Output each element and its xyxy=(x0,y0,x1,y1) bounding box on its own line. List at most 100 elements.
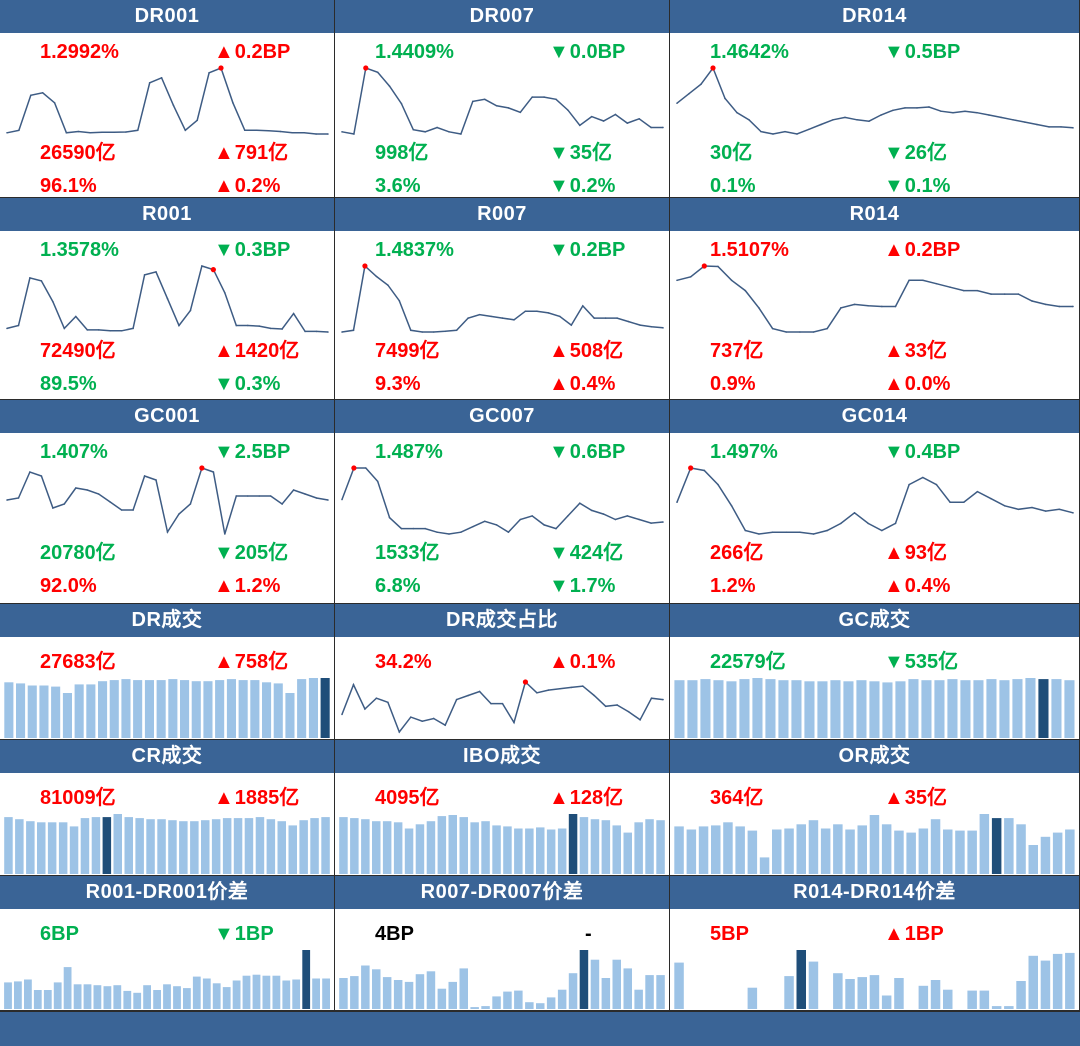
data-point xyxy=(935,282,938,285)
bar xyxy=(687,680,698,738)
data-point xyxy=(626,122,629,124)
panel-title: R014 xyxy=(670,198,1079,231)
panel-title: GC007 xyxy=(335,400,669,433)
bar xyxy=(979,814,990,874)
bar xyxy=(713,680,724,738)
data-point xyxy=(581,305,584,307)
data-point xyxy=(507,531,510,533)
change-value: ▲0.1% xyxy=(549,650,615,674)
bar xyxy=(784,976,794,1009)
bar xyxy=(481,1006,490,1009)
change-label: 424亿 xyxy=(569,542,624,564)
bar xyxy=(973,680,984,738)
data-point xyxy=(40,280,43,282)
data-point xyxy=(730,504,733,507)
data-point xyxy=(1017,293,1020,295)
panel-title: R001-DR001价差 xyxy=(0,876,334,909)
bar xyxy=(62,693,72,738)
arrow-up-icon: ▲ xyxy=(214,651,234,673)
arrow-up-icon: ▲ xyxy=(214,787,234,809)
bar xyxy=(845,979,855,1009)
change-value: - xyxy=(585,922,592,946)
data-point xyxy=(650,522,652,524)
data-point xyxy=(409,329,412,332)
data-point xyxy=(614,518,617,521)
data-point xyxy=(460,133,462,135)
panel-gc: GC成交 22579亿 ▼535亿 xyxy=(670,604,1080,740)
bar xyxy=(69,826,79,874)
change-value: ▲0.4% xyxy=(884,574,950,598)
data-point xyxy=(627,320,630,323)
data-point xyxy=(77,130,80,133)
arrow-down-icon: ▼ xyxy=(549,441,569,463)
bar-highlight xyxy=(568,814,578,874)
bar xyxy=(299,820,308,874)
series-line xyxy=(341,264,664,333)
bar xyxy=(4,982,12,1009)
panel-dr001: DR001 1.2992% ▲0.2BP 26590亿 ▲791亿 96.1% ▲0.2% xyxy=(0,0,335,198)
data-point xyxy=(639,719,641,721)
bar xyxy=(1051,679,1062,738)
data-point xyxy=(590,509,593,512)
highlight-point xyxy=(363,65,369,71)
data-point xyxy=(412,527,415,530)
value-label: 27683亿 xyxy=(40,651,116,673)
data-point xyxy=(448,533,450,535)
change-label: 0.4BP xyxy=(904,441,961,463)
data-point xyxy=(1031,300,1033,302)
bar xyxy=(634,989,643,1009)
change-value: ▲93亿 xyxy=(884,541,947,565)
data-point xyxy=(490,702,492,705)
panel-title: DR成交占比 xyxy=(335,604,669,637)
arrow-up-icon: ▲ xyxy=(884,542,904,564)
data-point xyxy=(904,107,906,109)
bar xyxy=(686,829,697,874)
data-point xyxy=(17,497,20,499)
data-point xyxy=(840,522,842,525)
bar xyxy=(53,982,62,1009)
value-label: 89.5% xyxy=(40,373,97,395)
bar xyxy=(285,693,295,738)
data-point xyxy=(412,128,415,131)
bar xyxy=(382,977,392,1009)
bar xyxy=(967,830,977,874)
data-point xyxy=(63,327,66,330)
data-point xyxy=(616,704,618,706)
change-value: ▼0.3% xyxy=(214,372,280,396)
value-label: 1.2% xyxy=(710,575,756,597)
bar xyxy=(1004,818,1014,874)
data-point xyxy=(166,531,169,533)
bar xyxy=(1052,953,1063,1009)
data-point xyxy=(387,284,389,286)
value-label: 72490亿 xyxy=(40,340,116,362)
panel-title: DR007 xyxy=(335,0,669,33)
data-point xyxy=(908,483,910,486)
data-point xyxy=(662,327,664,329)
data-point xyxy=(376,480,379,483)
data-point xyxy=(364,467,367,469)
data-point xyxy=(638,518,641,521)
line-chart xyxy=(676,65,1074,135)
data-point xyxy=(1072,127,1074,129)
data-point xyxy=(155,479,157,481)
arrow-up-icon: ▲ xyxy=(214,340,234,362)
arrow-down-icon: ▼ xyxy=(884,41,904,63)
change-label: 0.0% xyxy=(904,373,951,395)
bar xyxy=(817,681,828,738)
bar xyxy=(24,979,32,1009)
bar xyxy=(244,818,254,874)
data-point xyxy=(760,130,762,133)
data-point xyxy=(578,124,581,127)
bar xyxy=(674,962,684,1009)
panel-r014: R014 1.5107% ▲0.2BP 737亿 ▲33亿 0.9% ▲0.0% xyxy=(670,198,1080,400)
line-chart xyxy=(341,263,664,333)
data-point xyxy=(483,520,486,523)
bar xyxy=(857,825,867,874)
bar xyxy=(15,819,24,874)
change-value: ▼0.3BP xyxy=(214,238,290,262)
data-point xyxy=(201,265,203,267)
data-point xyxy=(796,133,798,135)
data-point xyxy=(224,291,226,294)
data-point xyxy=(74,487,77,489)
bar xyxy=(1028,955,1038,1009)
